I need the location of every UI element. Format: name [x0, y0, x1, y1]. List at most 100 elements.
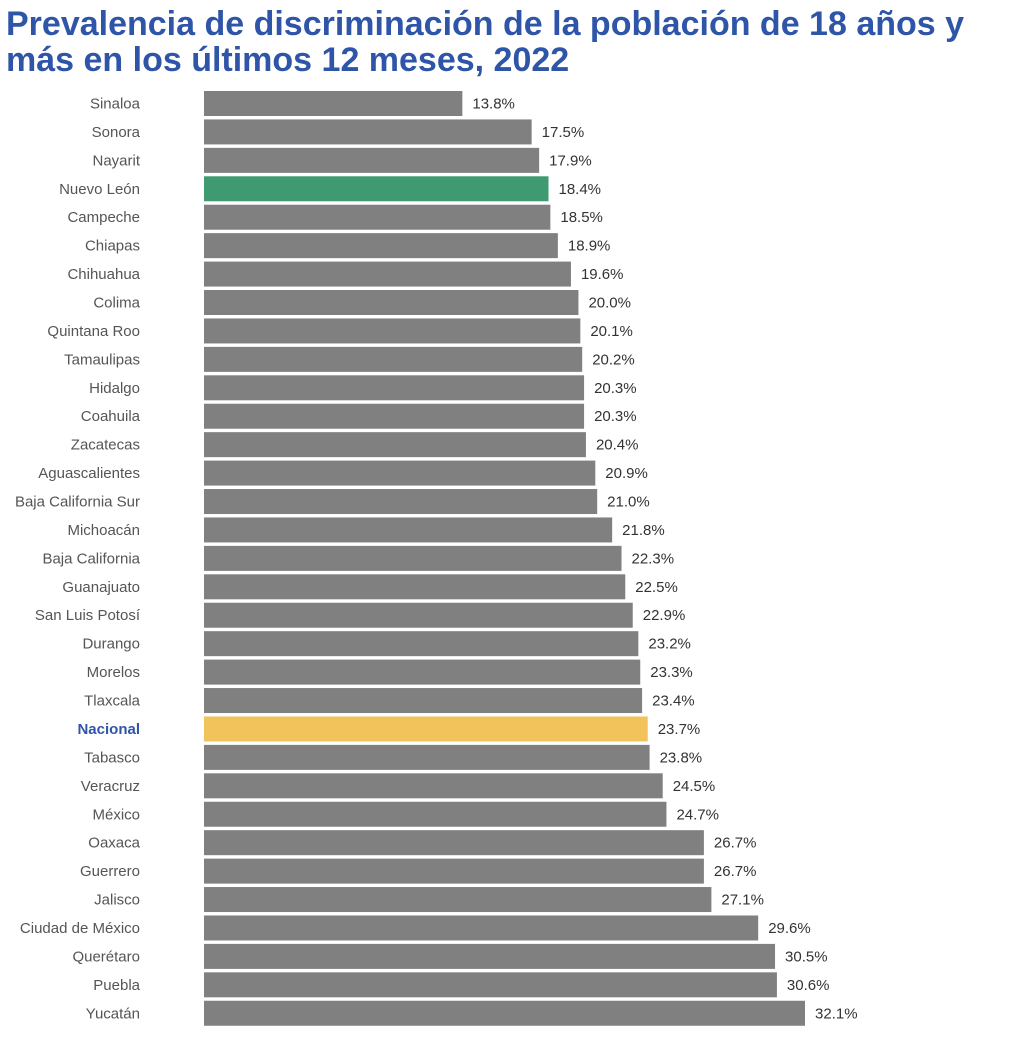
category-label: Zacatecas: [71, 437, 140, 454]
bar: [204, 261, 571, 287]
category-label: Chihuahua: [67, 266, 140, 283]
bar: [204, 830, 704, 856]
category-label: Puebla: [93, 977, 140, 994]
data-label: 23.4%: [652, 693, 695, 710]
data-label: 26.7%: [714, 835, 757, 852]
bar: [204, 91, 463, 116]
bar: [204, 460, 596, 486]
data-label: 23.7%: [658, 721, 701, 738]
bar: [204, 489, 598, 515]
category-label: Yucatán: [86, 1005, 140, 1022]
category-label: Tlaxcala: [84, 693, 141, 710]
category-label: Campeche: [67, 209, 140, 226]
category-label: Tamaulipas: [64, 351, 140, 368]
bar: [204, 119, 532, 145]
data-label: 22.9%: [643, 607, 686, 624]
category-label: Sinaloa: [90, 96, 141, 113]
category-label: Aguascalientes: [38, 465, 140, 482]
category-label: Ciudad de México: [20, 920, 140, 937]
category-label: Jalisco: [94, 892, 140, 909]
bar: [204, 801, 667, 827]
bar: [204, 233, 558, 259]
data-label: 18.5%: [560, 209, 603, 226]
category-label: Tabasco: [84, 749, 140, 766]
bar: [204, 147, 540, 173]
bar: [204, 744, 650, 770]
bar: [204, 943, 776, 969]
category-label: Veracruz: [81, 778, 140, 795]
bar: [204, 631, 639, 657]
data-label: 17.9%: [549, 152, 592, 169]
chart-title-line-2: más en los últimos 12 meses, 2022: [6, 41, 570, 79]
data-label: 20.4%: [596, 437, 639, 454]
bar: [204, 773, 663, 799]
data-label: 19.6%: [581, 266, 624, 283]
data-label: 18.9%: [568, 238, 611, 255]
data-label: 20.2%: [592, 351, 635, 368]
category-label: Oaxaca: [88, 835, 140, 852]
data-label: 20.3%: [594, 408, 637, 425]
bar: [204, 716, 648, 742]
data-label: 21.0%: [607, 494, 650, 511]
data-label: 17.5%: [542, 124, 585, 141]
data-label: 30.5%: [785, 948, 828, 965]
category-label: Hidalgo: [89, 380, 140, 397]
data-label: 32.1%: [815, 1005, 858, 1022]
category-label: Morelos: [87, 664, 140, 681]
data-label: 21.8%: [622, 522, 665, 539]
data-label: 20.0%: [588, 295, 631, 312]
category-label: Nacional: [77, 721, 140, 738]
data-label: 22.5%: [635, 579, 678, 596]
chart-title: Prevalencia de discriminación de la pobl…: [6, 6, 1024, 78]
category-label: Guerrero: [80, 863, 140, 880]
bar: [204, 659, 641, 685]
data-label: 27.1%: [721, 892, 764, 909]
bar: [204, 688, 643, 714]
category-label: México: [92, 806, 140, 823]
category-label: Michoacán: [67, 522, 140, 539]
data-label: 20.1%: [590, 323, 633, 340]
data-label: 23.8%: [660, 749, 703, 766]
data-label: 13.8%: [472, 96, 515, 113]
category-label: Nuevo León: [59, 181, 140, 198]
data-label: 26.7%: [714, 863, 757, 880]
data-label: 24.5%: [673, 778, 716, 795]
category-label: Colima: [93, 295, 140, 312]
bar: [204, 858, 704, 884]
category-label: Baja California Sur: [15, 494, 140, 511]
category-label: Querétaro: [72, 948, 140, 965]
bar: [204, 290, 579, 316]
bar: [204, 346, 583, 372]
data-label: 23.3%: [650, 664, 693, 681]
bar: [204, 375, 585, 401]
bar: [204, 1000, 805, 1026]
data-label: 29.6%: [768, 920, 811, 937]
bar: [204, 403, 585, 429]
category-label: Nayarit: [92, 152, 140, 169]
bar: [204, 972, 777, 998]
category-label: Guanajuato: [62, 579, 140, 596]
category-label: Sonora: [92, 124, 141, 141]
chart-title-line-1: Prevalencia de discriminación de la pobl…: [6, 5, 965, 43]
data-label: 18.4%: [558, 181, 601, 198]
data-label: 23.2%: [648, 636, 691, 653]
bar: [204, 432, 586, 458]
bar: [204, 602, 633, 628]
data-label: 24.7%: [676, 806, 719, 823]
bar: [204, 318, 581, 344]
category-label: Durango: [82, 636, 140, 653]
bar: [204, 204, 551, 230]
bar: [204, 887, 712, 913]
category-label: Chiapas: [85, 238, 140, 255]
bar: [204, 545, 622, 571]
bar: [204, 176, 549, 202]
category-label: Coahuila: [81, 408, 141, 425]
bar: [204, 517, 613, 543]
category-label: Quintana Roo: [47, 323, 140, 340]
data-label: 20.3%: [594, 380, 637, 397]
data-label: 22.3%: [632, 550, 675, 567]
data-label: 30.6%: [787, 977, 830, 994]
bar: [204, 915, 759, 941]
bar: [204, 574, 626, 600]
